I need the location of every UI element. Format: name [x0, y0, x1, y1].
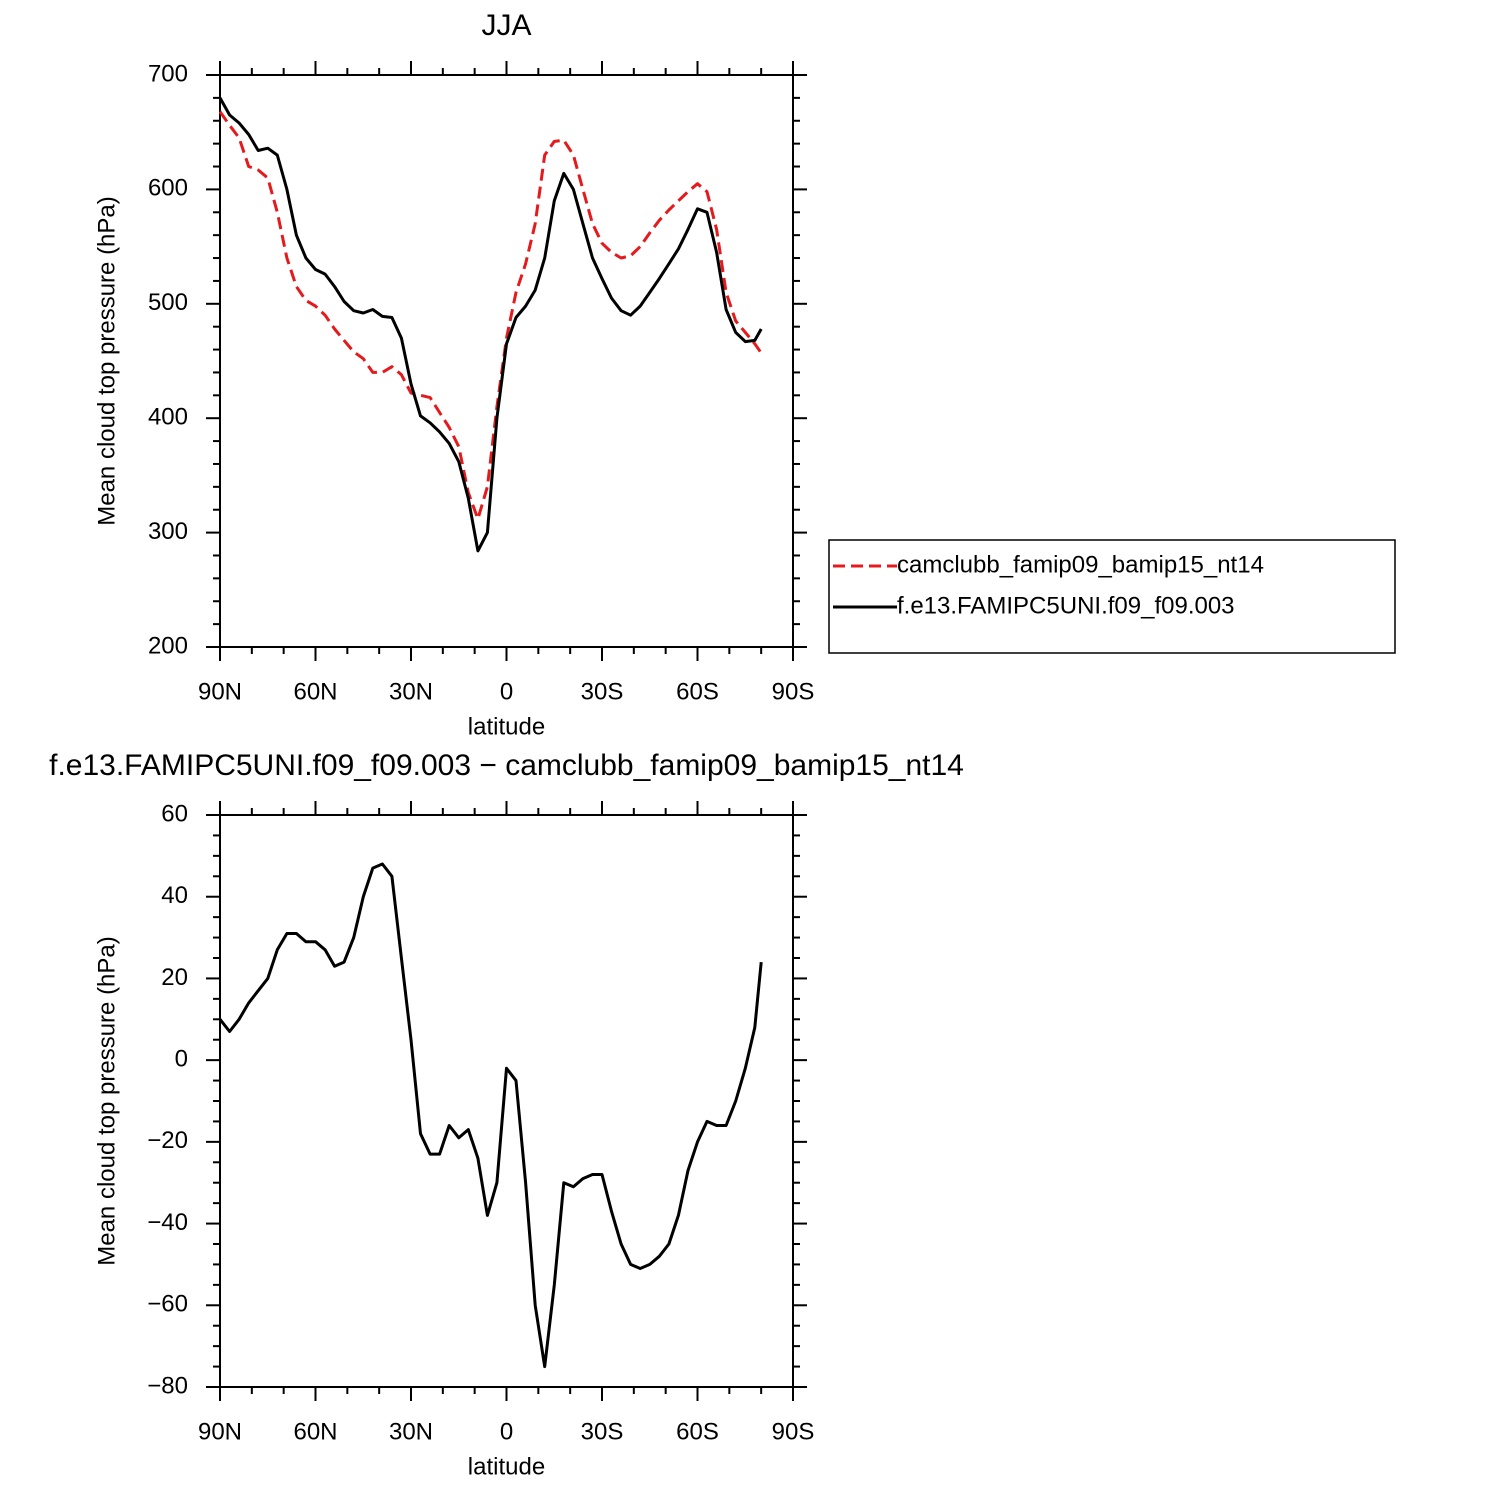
y-tick-label: 200 — [148, 632, 188, 659]
y-tick-label: 60 — [161, 800, 188, 827]
y-tick-label: 500 — [148, 289, 188, 316]
y-tick-label: −60 — [147, 1291, 188, 1318]
x-axis-label: latitude — [468, 1453, 545, 1480]
chart-title: JJA — [481, 9, 531, 42]
x-tick-label: 30S — [581, 1418, 624, 1445]
y-tick-label: −40 — [147, 1209, 188, 1236]
y-tick-label: −80 — [147, 1372, 188, 1399]
x-tick-label: 90S — [772, 678, 815, 705]
chart-title: f.e13.FAMIPC5UNI.f09_f09.003 − camclubb_… — [49, 749, 964, 782]
x-tick-label: 60S — [676, 678, 719, 705]
y-tick-label: 400 — [148, 404, 188, 431]
x-tick-label: 30N — [389, 678, 433, 705]
x-tick-label: 90N — [198, 1418, 242, 1445]
x-tick-label: 90S — [772, 1418, 815, 1445]
y-tick-label: 20 — [161, 964, 188, 991]
x-tick-label: 60N — [293, 678, 337, 705]
legend-label: f.e13.FAMIPC5UNI.f09_f09.003 — [897, 592, 1235, 619]
x-axis-label: latitude — [468, 713, 545, 740]
x-tick-label: 30S — [581, 678, 624, 705]
x-tick-label: 90N — [198, 678, 242, 705]
x-tick-label: 60N — [293, 1418, 337, 1445]
x-tick-label: 60S — [676, 1418, 719, 1445]
y-tick-label: −20 — [147, 1127, 188, 1154]
y-tick-label: 300 — [148, 518, 188, 545]
x-tick-label: 0 — [500, 1418, 513, 1445]
y-tick-label: 700 — [148, 60, 188, 87]
legend-label: camclubb_famip09_bamip15_nt14 — [897, 551, 1264, 578]
plot-frame — [219, 74, 794, 648]
series-line — [218, 97, 763, 553]
legend-box — [828, 539, 1396, 654]
y-axis-label: Mean cloud top pressure (hPa) — [93, 936, 120, 1266]
y-axis-label: Mean cloud top pressure (hPa) — [93, 196, 120, 526]
y-tick-label: 600 — [148, 175, 188, 202]
y-tick-label: 0 — [175, 1045, 188, 1072]
x-tick-label: 30N — [389, 1418, 433, 1445]
series-line — [218, 862, 763, 1369]
series-line — [218, 110, 763, 521]
y-tick-label: 40 — [161, 882, 188, 909]
x-tick-label: 0 — [500, 678, 513, 705]
plot-frame — [219, 814, 794, 1388]
